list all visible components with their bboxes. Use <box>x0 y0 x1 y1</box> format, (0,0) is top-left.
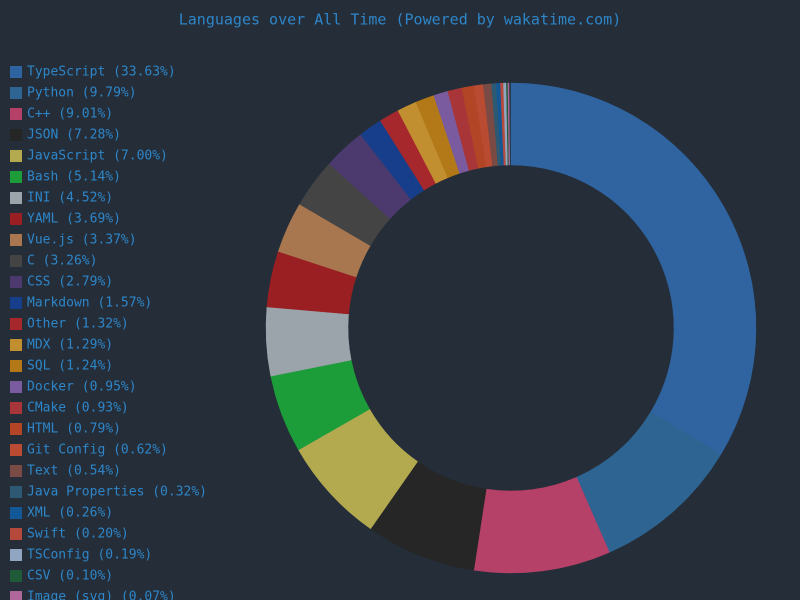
slice <box>507 82 510 166</box>
legend-swatch <box>10 486 22 498</box>
legend-label: SQL (1.24%) <box>27 359 113 374</box>
legend-swatch <box>10 171 22 183</box>
legend-label: Python (9.79%) <box>27 86 137 101</box>
legend-label: XML (0.26%) <box>27 506 113 521</box>
legend-label: Vue.js (3.37%) <box>27 233 137 248</box>
legend-swatch <box>10 402 22 414</box>
legend-swatch <box>10 297 22 309</box>
legend-swatch <box>10 528 22 540</box>
chart-title: Languages over All Time (Powered by waka… <box>179 11 622 29</box>
legend-swatch <box>10 339 22 351</box>
legend-swatch <box>10 87 22 99</box>
legend-label: Git Config (0.62%) <box>27 443 168 458</box>
legend-label: JavaScript (7.00%) <box>27 149 168 164</box>
legend-swatch <box>10 129 22 141</box>
legend-label: Markdown (1.57%) <box>27 296 152 311</box>
legend-swatch <box>10 108 22 120</box>
legend-swatch <box>10 507 22 519</box>
legend-label: Docker (0.95%) <box>27 380 137 395</box>
legend-label: Other (1.32%) <box>27 317 129 332</box>
legend-swatch <box>10 234 22 246</box>
legend-label: TypeScript (33.63%) <box>27 65 176 80</box>
legend-swatch <box>10 276 22 288</box>
legend-label: HTML (0.79%) <box>27 422 121 437</box>
legend-swatch <box>10 66 22 78</box>
legend-swatch <box>10 444 22 456</box>
legend-label: CSV (0.10%) <box>27 569 113 584</box>
legend-label: Java Properties (0.32%) <box>27 485 207 500</box>
legend-swatch <box>10 318 22 330</box>
legend-swatch <box>10 213 22 225</box>
legend-swatch <box>10 150 22 162</box>
legend-label: JSON (7.28%) <box>27 128 121 143</box>
legend-label: Image (svg) (0.07%) <box>27 590 176 600</box>
legend-label: Bash (5.14%) <box>27 170 121 185</box>
legend-swatch <box>10 549 22 561</box>
legend-label: YAML (3.69%) <box>27 212 121 227</box>
legend-swatch <box>10 570 22 582</box>
legend-swatch <box>10 255 22 267</box>
legend-swatch <box>10 465 22 477</box>
legend-swatch <box>10 591 22 600</box>
legend-label: C++ (9.01%) <box>27 107 113 122</box>
legend-label: TSConfig (0.19%) <box>27 548 152 563</box>
legend-label: C (3.26%) <box>27 254 97 269</box>
legend-swatch <box>10 381 22 393</box>
slice <box>510 82 757 455</box>
legend-swatch <box>10 423 22 435</box>
legend-label: MDX (1.29%) <box>27 338 113 353</box>
legend-label: Text (0.54%) <box>27 464 121 479</box>
legend-label: CSS (2.79%) <box>27 275 113 290</box>
legend-swatch <box>10 192 22 204</box>
legend-label: Swift (0.20%) <box>27 527 129 542</box>
legend-swatch <box>10 360 22 372</box>
legend-label: INI (4.52%) <box>27 191 113 206</box>
legend-label: CMake (0.93%) <box>27 401 129 416</box>
